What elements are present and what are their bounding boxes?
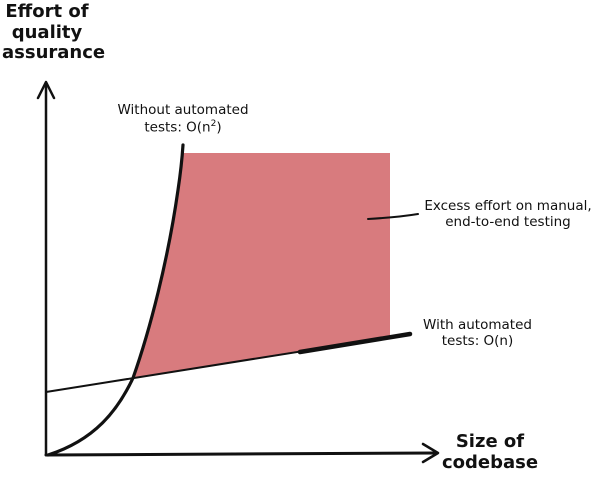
without-tests-label-line-1: Without automated [117,102,249,118]
y-axis-label-line-1: Effort of [5,1,89,22]
y-axis-label-line-2: quality [11,21,83,43]
x-axis-label: Size of codebase [440,431,540,473]
excess-effort-region [133,153,390,378]
without-tests-complexity-exponent: 2 [210,118,217,129]
x-axis-arrowhead [421,442,440,464]
with-tests-label-line-1: With automated [423,317,532,333]
y-axis-label-line-3: assurance [2,42,106,64]
without-tests-label-line-2: tests: O(n2) [108,119,258,136]
without-tests-label: Without automated tests: O(n2) [108,102,258,136]
with-tests-label-line-2: tests: O(n) [441,332,514,349]
excess-effort-label-line-1: Excess effort on manual, [424,198,592,214]
y-axis-arrowhead [36,80,56,100]
linear-effort-line-thick [297,331,413,355]
without-tests-complexity-prefix: tests: O(n [144,119,211,136]
y-axis-label: Effort of quality assurance [2,1,106,64]
x-axis-label-line-1: Size of [455,431,525,452]
x-axis [44,451,438,457]
without-tests-complexity-suffix: ) [216,119,222,136]
with-tests-label: With automated tests: O(n) [410,317,545,349]
excess-effort-label-line-2: end-to-end testing [445,213,571,230]
x-axis-label-line-2: codebase [441,451,539,473]
quadratic-effort-curve [46,143,185,457]
excess-pointer-line [367,213,419,220]
excess-effort-label: Excess effort on manual, end-to-end test… [418,198,598,230]
